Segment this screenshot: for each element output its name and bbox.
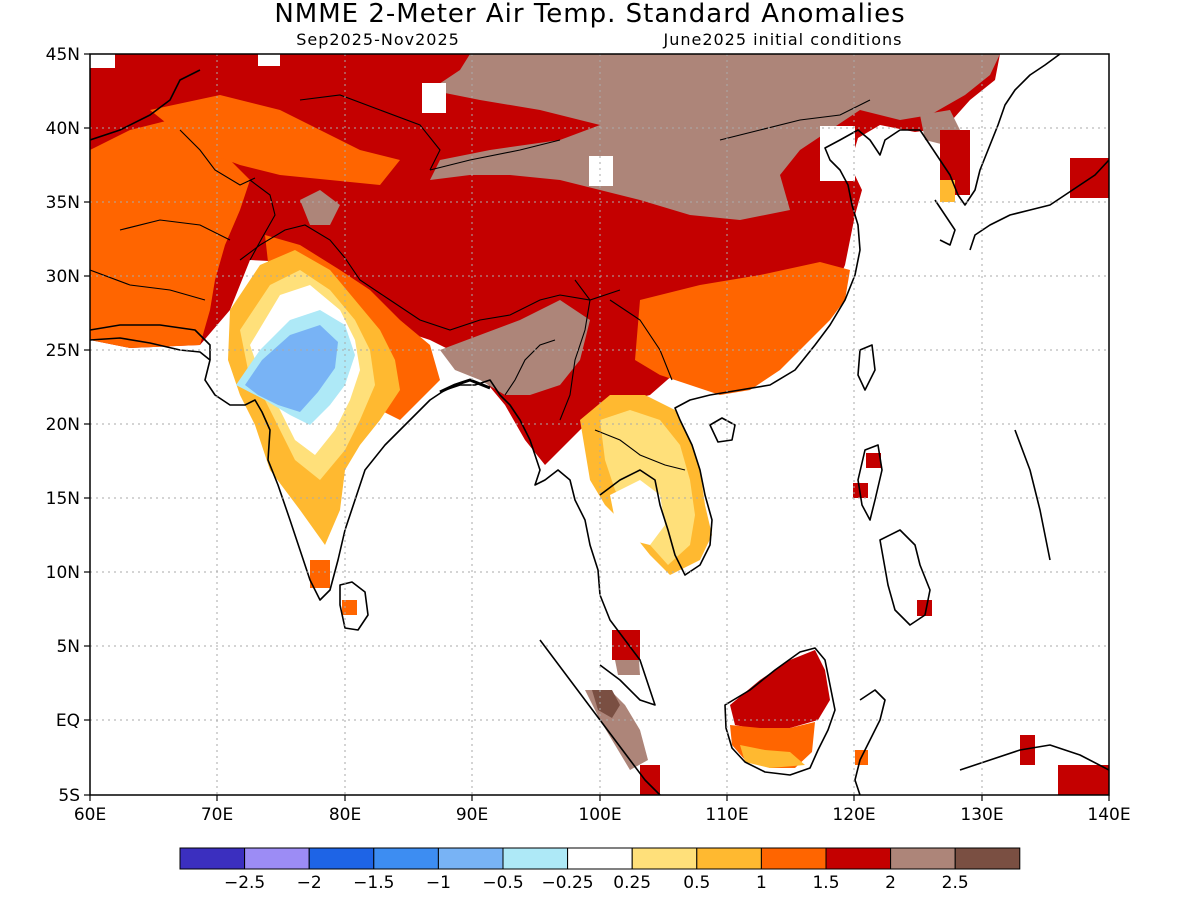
shade-orange-west: [90, 120, 250, 348]
shade-orange-south-china: [635, 262, 850, 395]
lat-tick-label: 30N: [46, 267, 80, 287]
shade-red-cell: [640, 765, 660, 795]
lon-tick-label: 100E: [578, 805, 621, 825]
shade-orange-cell: [342, 600, 357, 615]
colorbar: −2.5 −2 −1.5 −1 −0.5 −0.25 0.25 0.5 1 1.5 2 2.5: [179, 847, 1021, 893]
lon-tick-labels: 60E 70E 80E 90E 100E 110E 120E 130E 140E: [74, 805, 1131, 825]
tick-marks: [84, 53, 1110, 801]
lon-tick-label: 90E: [456, 805, 488, 825]
colorbar-swatch: [760, 847, 827, 870]
colorbar-label: −2: [297, 873, 322, 893]
colorbar-label: −1: [426, 873, 451, 893]
mask-cell: [589, 156, 613, 186]
colorbar-label: −0.5: [482, 873, 523, 893]
lat-tick-label: 40N: [46, 119, 80, 139]
lat-tick-label: 10N: [46, 563, 80, 583]
initial-conditions: June2025 initial conditions: [662, 30, 902, 49]
lat-tick-label: EQ: [56, 711, 80, 731]
mask-cell: [90, 54, 115, 68]
shade-blue-india: [245, 325, 338, 412]
map-panel: [90, 54, 1109, 795]
lat-tick-label: 25N: [46, 341, 80, 361]
lat-tick-label: 35N: [46, 193, 80, 213]
shade-lightorange-cell: [940, 180, 955, 202]
colorbar-swatch: [825, 847, 892, 870]
colorbar-label: −2.5: [224, 873, 265, 893]
colorbar-label: 2.5: [942, 873, 969, 893]
coastlines: [90, 54, 1109, 795]
lat-tick-labels: 45N 40N 35N 30N 25N 20N 15N 10N 5N EQ 5S: [46, 45, 80, 806]
shade-orange-cell: [310, 560, 330, 588]
lon-tick-label: 110E: [705, 805, 748, 825]
colorbar-label: 1: [756, 873, 767, 893]
colorbar-swatch: [437, 847, 504, 870]
colorbar-swatch: [696, 847, 762, 870]
shade-brown-kashmir: [300, 190, 340, 225]
shade-orange-kazakh: [150, 95, 400, 185]
shade-brown-mongolia: [430, 54, 1000, 220]
colorbar-swatch: [373, 847, 439, 870]
shade-brown-tibet: [440, 300, 590, 395]
shade-white-thailand: [610, 480, 665, 545]
colorbar-label: 1.5: [812, 873, 839, 893]
lat-tick-label: 45N: [46, 45, 80, 65]
gridlines: [90, 54, 1109, 795]
shade-red-cell: [866, 453, 881, 468]
lat-tick-label: 20N: [46, 415, 80, 435]
colorbar-label: 0.25: [613, 873, 651, 893]
shade-lightorange-borneo: [740, 745, 805, 768]
colorbar-swatch: [954, 847, 1021, 870]
lon-tick-label: 70E: [201, 805, 233, 825]
anomaly-shading: [90, 54, 1109, 795]
forecast-period: Sep2025-Nov2025: [296, 30, 460, 49]
colorbar-label: 0.5: [683, 873, 710, 893]
lon-tick-label: 130E: [960, 805, 1003, 825]
lat-tick-label: 5N: [56, 637, 80, 657]
colorbar-swatch: [890, 847, 956, 870]
mask-cell: [258, 54, 280, 66]
lon-tick-label: 140E: [1087, 805, 1130, 825]
colorbar-swatch: [179, 847, 246, 870]
mask-cell: [422, 83, 446, 113]
borders: [90, 94, 871, 471]
shade-red-cell: [853, 483, 868, 498]
colorbar-swatch: [631, 847, 698, 870]
shade-red-cell: [1020, 735, 1035, 765]
shade-red-cell: [917, 600, 932, 616]
colorbar-swatch: [502, 847, 569, 870]
colorbar-label: −0.25: [542, 873, 594, 893]
lon-tick-label: 80E: [329, 805, 361, 825]
shade-red-borneo: [730, 650, 830, 730]
lat-tick-label: 5S: [58, 786, 80, 806]
lat-tick-label: 15N: [46, 489, 80, 509]
colorbar-swatch: [308, 847, 375, 870]
shade-red-cell: [1058, 765, 1109, 795]
colorbar-swatch: [244, 847, 310, 870]
lon-tick-label: 120E: [832, 805, 875, 825]
colorbar-swatch: [567, 847, 633, 870]
lon-tick-label: 60E: [74, 805, 106, 825]
figure-title: NMME 2-Meter Air Temp. Standard Anomalie…: [274, 0, 905, 29]
colorbar-label: −1.5: [353, 873, 394, 893]
colorbar-label: 2: [885, 873, 896, 893]
shade-darkbrown-sumatra: [592, 690, 620, 718]
